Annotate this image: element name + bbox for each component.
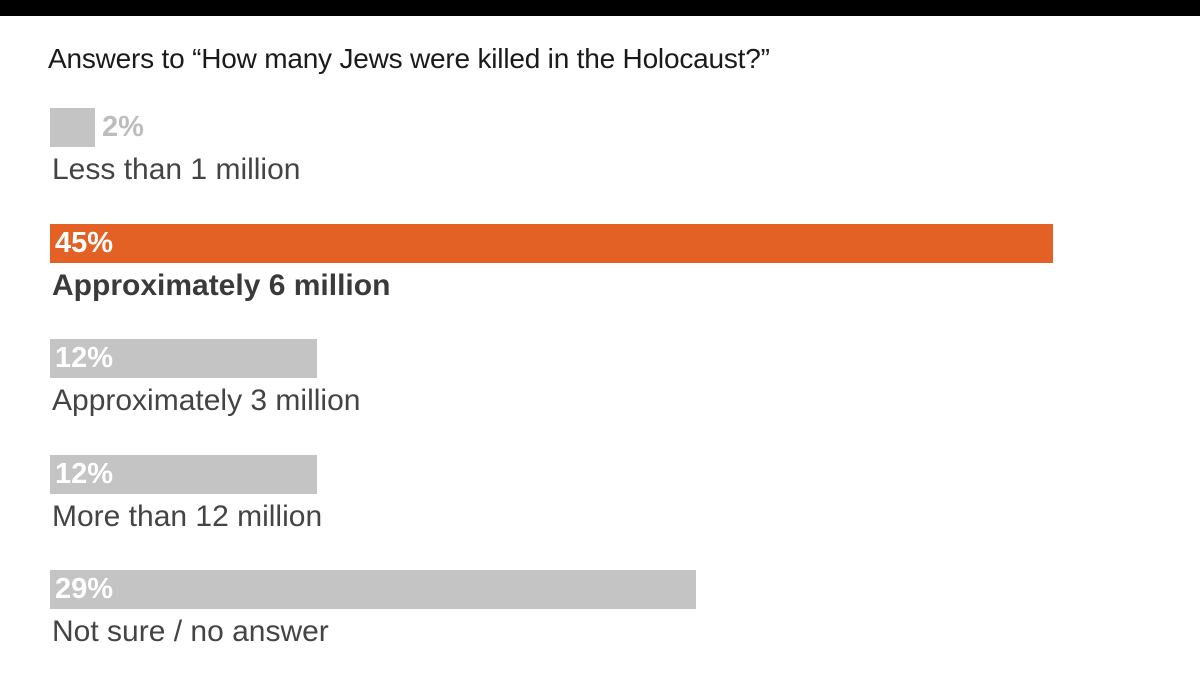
bar-value-label: 12%	[55, 457, 114, 490]
bar-group-less-than-1-million: 2% Less than 1 million	[50, 108, 1150, 204]
category-label: Not sure / no answer	[52, 615, 329, 648]
category-label: Approximately 6 million	[52, 268, 391, 302]
bar-approximately-6-million	[50, 223, 1053, 263]
top-rule	[0, 0, 1200, 16]
category-label: More than 12 million	[52, 499, 323, 533]
bar-value-label: 29%	[55, 573, 114, 605]
bar-group-not-sure-no-answer: 29% Not sure / no answer	[50, 570, 1150, 666]
bar-value-label: 45%	[55, 226, 114, 259]
bar-value-label: 2%	[102, 111, 144, 143]
bar-group-approximately-6-million: 45% Approximately 6 million	[50, 223, 1150, 320]
category-label: Approximately 3 million	[52, 384, 361, 417]
bar-more-than-12-million	[50, 454, 317, 494]
bar-group-more-than-12-million: 12% More than 12 million	[50, 454, 1150, 551]
bar-value-label: 12%	[55, 342, 114, 374]
bar-not-sure-no-answer	[50, 570, 696, 609]
bar-less-than-1-million	[50, 108, 95, 147]
category-label: Less than 1 million	[52, 153, 301, 186]
bar-approximately-3-million	[50, 339, 317, 378]
chart-title: Answers to “How many Jews were killed in…	[48, 43, 770, 74]
bar-group-approximately-3-million: 12% Approximately 3 million	[50, 339, 1150, 435]
